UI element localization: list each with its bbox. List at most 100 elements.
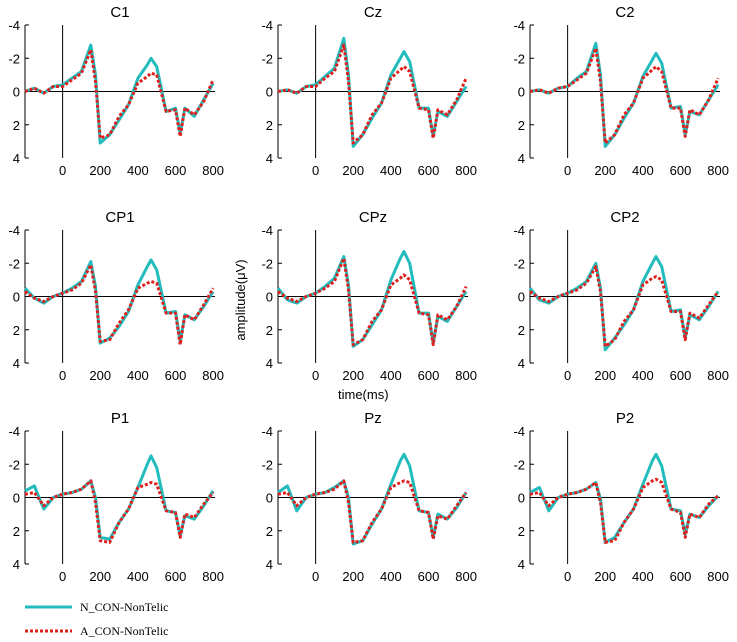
panel-cpz: CPz -4 -2 0 2 4 0 200 400 600 800: [261, 209, 477, 383]
x-tick-label-pz: 0: [312, 569, 319, 584]
x-tick-label-pz: 400: [380, 569, 402, 584]
x-tick-label-p1: 400: [127, 569, 149, 584]
y-tick-label-c1: 4: [13, 151, 20, 166]
x-tick-label-c1: 600: [165, 163, 187, 178]
legend: N_CON-NonTelic A_CON-NonTelic: [25, 600, 168, 638]
x-tick-label-p2: 200: [594, 569, 616, 584]
panel-title-c2: C2: [615, 4, 634, 21]
y-tick-label-pz: 4: [266, 557, 273, 572]
x-tick-label-c2: 400: [632, 163, 654, 178]
y-tick-label-p2: 2: [518, 524, 525, 539]
panel-c1: C1 -4 -2 0 2 4 0 200 400 600 800: [8, 4, 224, 178]
y-tick-label-c1: -2: [8, 51, 20, 66]
y-tick-label-cp1: -4: [8, 223, 20, 238]
x-tick-label-cz: 400: [380, 163, 402, 178]
series-2-line-c2: [529, 46, 720, 145]
x-tick-label-p2: 800: [707, 569, 729, 584]
panel-cp2: CP2 -4 -2 0 2 4 0 200 400 600 800: [513, 209, 729, 383]
x-tick-label-cp2: 0: [564, 368, 571, 383]
y-tick-label-p1: 2: [13, 524, 20, 539]
y-tick-label-cz: 4: [266, 151, 273, 166]
x-tick-label-cz: 600: [418, 163, 440, 178]
series-2-line-cz: [277, 43, 468, 145]
y-tick-label-pz: -2: [261, 457, 273, 472]
y-tick-label-p1: 4: [13, 557, 20, 572]
y-tick-label-p2: 0: [518, 491, 525, 506]
panel-p2: P2 -4 -2 0 2 4 0 200 400 600 800: [513, 410, 729, 584]
x-tick-label-cpz: 200: [342, 368, 364, 383]
y-tick-label-cp2: 2: [518, 323, 525, 338]
y-tick-label-c2: -2: [513, 51, 525, 66]
y-tick-label-c2: -4: [513, 18, 525, 33]
y-tick-label-cp1: -2: [8, 256, 20, 271]
x-tick-label-p2: 600: [670, 569, 692, 584]
y-tick-label-c2: 4: [518, 151, 525, 166]
panel-title-p2: P2: [616, 410, 634, 427]
x-tick-label-cp2: 600: [670, 368, 692, 383]
x-tick-label-c2: 200: [594, 163, 616, 178]
x-tick-label-c2: 600: [670, 163, 692, 178]
series-2-line-p1: [24, 479, 215, 544]
x-tick-label-cz: 0: [312, 163, 319, 178]
legend-label-series-2: A_CON-NonTelic: [80, 624, 168, 638]
legend-label-series-1: N_CON-NonTelic: [80, 600, 168, 614]
series-1-line-c1: [24, 43, 215, 145]
y-tick-label-pz: 2: [266, 524, 273, 539]
x-tick-label-cp1: 800: [202, 368, 224, 383]
series-1-line-cp2: [528, 255, 720, 352]
series-1-line-cpz: [276, 250, 468, 348]
panel-title-cpz: CPz: [359, 209, 387, 226]
y-tick-label-cpz: 4: [266, 356, 273, 371]
x-tick-label-pz: 600: [418, 569, 440, 584]
x-tick-label-pz: 800: [455, 569, 477, 584]
y-tick-label-p1: -2: [8, 457, 20, 472]
x-tick-label-cpz: 600: [418, 368, 440, 383]
x-tick-label-c1: 0: [59, 163, 66, 178]
panel-title-p1: P1: [111, 410, 129, 427]
x-tick-label-p2: 0: [564, 569, 571, 584]
series-1-line-c2: [529, 41, 720, 148]
y-tick-label-c2: 2: [518, 118, 525, 133]
panel-title-cp1: CP1: [105, 209, 134, 226]
x-tick-label-cp2: 200: [594, 368, 616, 383]
panel-title-pz: Pz: [364, 410, 382, 427]
panel-cz: Cz -4 -2 0 2 4 0 200 400 600 800: [261, 4, 477, 178]
x-tick-label-cp1: 200: [89, 368, 111, 383]
y-tick-label-cpz: 0: [266, 290, 273, 305]
panel-pz: Pz -4 -2 0 2 4 0 200 400 600 800: [261, 410, 477, 584]
series-2-line-c1: [24, 48, 215, 140]
y-tick-label-p1: -4: [8, 424, 20, 439]
panel-c2: C2 -4 -2 0 2 4 0 200 400 600 800: [513, 4, 729, 178]
x-tick-label-c2: 800: [707, 163, 729, 178]
y-tick-label-cp2: 0: [518, 290, 525, 305]
y-tick-label-cpz: -4: [261, 223, 273, 238]
y-tick-label-cp1: 2: [13, 323, 20, 338]
x-tick-label-p1: 800: [202, 569, 224, 584]
y-axis-label: amplitude(μV): [233, 259, 248, 340]
y-tick-label-p2: -4: [513, 424, 525, 439]
y-tick-label-cpz: -2: [261, 256, 273, 271]
y-tick-label-c1: 0: [13, 85, 20, 100]
panel-title-cz: Cz: [364, 4, 382, 21]
y-tick-label-cp2: -2: [513, 256, 525, 271]
panel-cp1: CP1 -4 -2 0 2 4 0 200 400 600 800: [8, 209, 224, 383]
x-tick-label-cpz: 0: [312, 368, 319, 383]
y-tick-label-cz: -2: [261, 51, 273, 66]
y-tick-label-cp2: 4: [518, 356, 525, 371]
x-tick-label-cp2: 400: [632, 368, 654, 383]
x-axis-label: time(ms): [338, 387, 389, 402]
x-tick-label-c1: 800: [202, 163, 224, 178]
x-tick-label-cp1: 600: [165, 368, 187, 383]
x-tick-label-c1: 400: [127, 163, 149, 178]
series-2-line-cp2: [529, 265, 720, 348]
y-tick-label-p2: 4: [518, 557, 525, 572]
x-tick-label-c2: 0: [564, 163, 571, 178]
y-tick-label-c2: 0: [518, 85, 525, 100]
x-tick-label-cz: 200: [342, 163, 364, 178]
series-1-line-cz: [277, 36, 468, 148]
x-tick-label-cp2: 800: [707, 368, 729, 383]
y-tick-label-cz: -4: [261, 18, 273, 33]
series-2-line-p2: [529, 477, 720, 544]
y-tick-label-cz: 2: [266, 118, 273, 133]
